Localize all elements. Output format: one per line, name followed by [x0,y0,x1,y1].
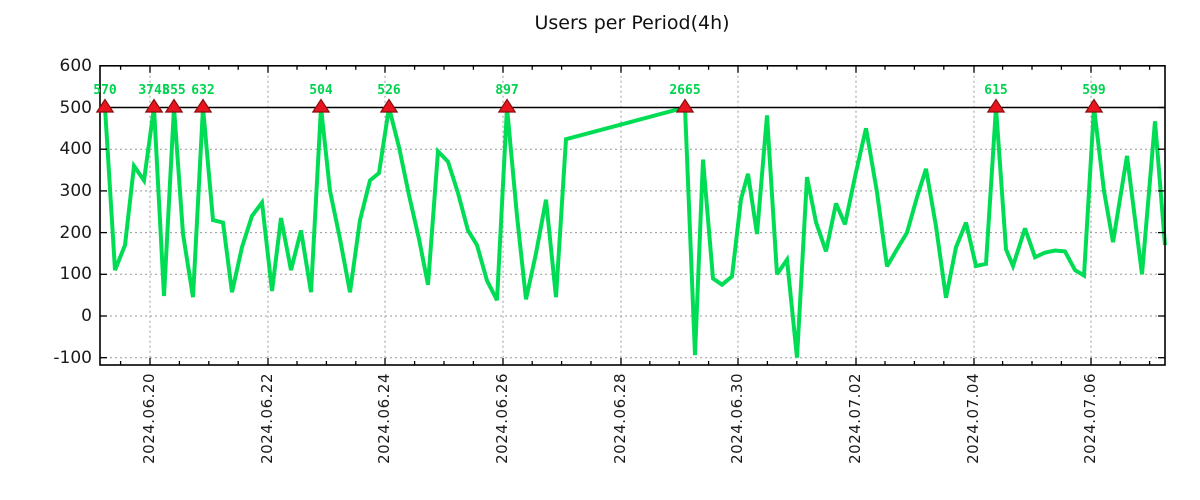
plot-frame [99,65,1166,366]
x-tick-label: 2024.07.02 [846,373,864,464]
y-tick-label: 300 [59,180,92,201]
x-tick-label: 2024.07.04 [964,373,982,464]
peak-value-label: 3745 [138,83,170,98]
y-tick-label: 0 [81,306,92,326]
x-tick-label: 2024.06.30 [728,373,746,464]
x-tick-label: 2024.06.28 [611,373,629,464]
peak-marker-triangle [497,98,517,113]
peak-marker-triangle [311,98,331,113]
peak-value-label: 855 [162,83,186,98]
y-tick-label: 400 [59,139,92,160]
y-tick-label: 600 [59,55,92,76]
peak-value-label: 2665 [669,83,701,98]
x-tick-label: 2024.06.20 [140,373,158,464]
peak-marker-triangle [193,98,213,113]
chart-title: Users per Period(4h) [534,12,730,34]
peak-marker-triangle [675,98,695,113]
peak-value-label: 615 [984,83,1008,98]
x-tick-label: 2024.06.22 [258,373,276,464]
peak-value-label: 526 [377,83,401,98]
peak-value-label: 897 [495,83,519,98]
y-tick-label: 100 [59,264,92,285]
peak-marker-triangle [1084,98,1104,113]
frame-rect [99,65,1166,366]
x-tick-label: 2024.06.26 [493,373,511,464]
axis-ticks [100,65,1165,365]
y-tick-label: 200 [59,222,92,243]
x-tick-label: 2024.07.06 [1081,373,1099,464]
peak-marker-triangle [144,98,164,113]
peak-value-label: 504 [309,83,333,98]
peak-marker-triangle [164,98,184,113]
y-tick-label: 500 [59,97,92,118]
peak-value-label: 599 [1082,83,1106,98]
peak-value-label: 632 [191,83,215,98]
peak-marker-triangle [986,98,1006,113]
peak-marker-triangle [95,98,115,113]
peak-marker-triangle [379,98,399,113]
x-tick-label: 2024.06.24 [375,373,393,464]
peak-value-label: 570 [93,83,117,98]
peak-markers [95,98,1104,113]
y-tick-label: -100 [53,347,92,368]
